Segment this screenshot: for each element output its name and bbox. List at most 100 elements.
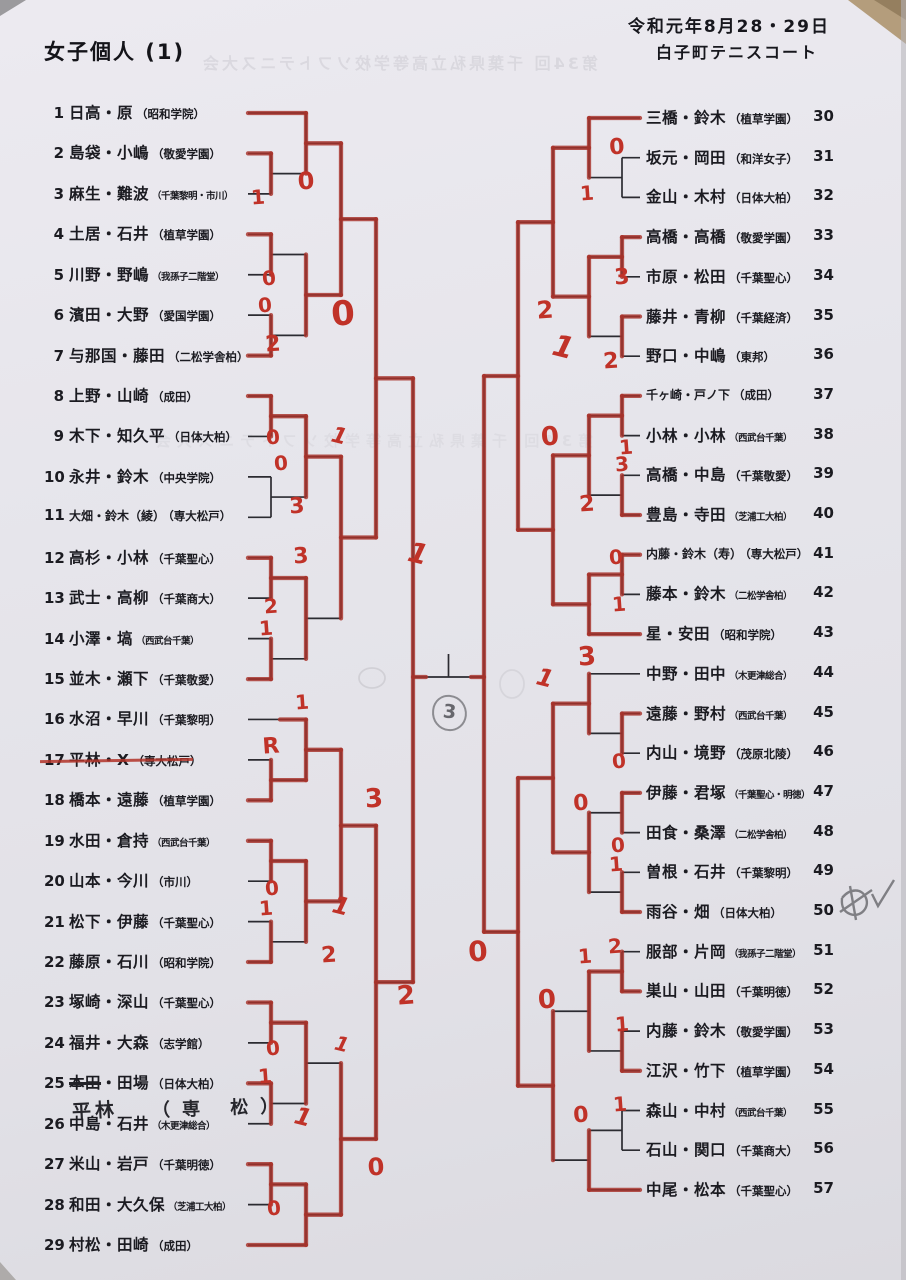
- bracket-entry: 江沢・竹下 （植草学園） 54: [646, 1059, 834, 1083]
- seed-number: 36: [813, 345, 834, 364]
- team-names: 星・安田: [646, 625, 711, 644]
- team-school: （敬愛学園）: [729, 231, 799, 246]
- seed-number: 25: [44, 1074, 65, 1093]
- bracket-entry: 24 福井・大森 （志学館）: [44, 1031, 210, 1055]
- team-names: 高橋・高橋: [646, 228, 727, 247]
- bracket-entry: 金山・木村 （日体大柏） 32: [646, 185, 834, 209]
- bracket-entry: 内山・境野 （茂原北陵） 46: [646, 741, 834, 765]
- seed-number: 43: [813, 623, 834, 642]
- seed-number: 14: [44, 629, 65, 648]
- pencil-oval-mark: [358, 667, 386, 689]
- bracket-entry: 19 水田・倉持 （西武台千葉）: [44, 829, 216, 853]
- team-school: （木更津総合）: [152, 1120, 216, 1132]
- score-annotation: 1: [548, 328, 578, 368]
- score-annotation: 0: [608, 134, 626, 161]
- team-names: 雨谷・畑: [646, 903, 711, 921]
- seed-number: 37: [813, 384, 834, 403]
- bracket-entry: 16 水沼・早川 （千葉黎明）: [44, 707, 221, 731]
- bracket-entry: 3 麻生・難波 （千葉黎明・市川）: [44, 182, 234, 206]
- seed-number: 55: [813, 1099, 834, 1118]
- score-annotation: 0: [608, 544, 624, 570]
- score-annotation: 0: [273, 450, 289, 476]
- team-names: 小澤・塙: [69, 629, 134, 648]
- team-names: 島袋・小嶋: [69, 144, 150, 163]
- score-annotation: 0: [467, 934, 489, 969]
- team-school: （茂原北陵）: [729, 747, 799, 762]
- bracket-entry: 7 与那国・藤田 （二松学舎柏）: [44, 344, 249, 368]
- team-school: （中央学院）: [152, 470, 222, 485]
- team-names: 市原・松田: [646, 267, 727, 286]
- team-school: （敬愛学園）: [729, 1025, 799, 1040]
- team-names: 巣山・山田: [646, 982, 727, 1001]
- team-names: 藤原・石川: [69, 953, 150, 972]
- score-annotation: 2: [535, 295, 555, 325]
- team-school: （昭和学院）: [136, 107, 206, 121]
- score-annotation: 1: [258, 615, 274, 641]
- bracket-entry: 藤本・鈴木 （二松学舎柏） 42: [646, 582, 834, 606]
- seed-number: 21: [44, 912, 65, 931]
- team-school: （千葉明徳）: [152, 1158, 222, 1173]
- team-names: 藤本・鈴木: [646, 585, 727, 604]
- team-school: （和洋女子）: [729, 151, 799, 166]
- bracket-entry: 服部・片岡 （我孫子二階堂） 51: [646, 940, 834, 964]
- bracket-entry: 10 永井・鈴木 （中央学院）: [44, 465, 221, 489]
- team-school: （芝浦工大柏）: [729, 512, 793, 523]
- bracket-entry: 26 中島・石井 （木更津総合）: [44, 1112, 216, 1136]
- score-annotation: 3: [576, 641, 598, 673]
- seed-number: 28: [44, 1195, 65, 1214]
- seed-number: 26: [44, 1114, 65, 1133]
- bracket-entry: 巣山・山田 （千葉明徳） 52: [646, 979, 834, 1003]
- score-annotation: 0: [265, 424, 281, 450]
- team-school: （西武台千葉）: [136, 635, 200, 647]
- bracket-entry: 4 土居・石井 （植草学園）: [44, 222, 221, 246]
- bracket-entry: 11 大畑・鈴木（綾） （専大松戸）: [44, 505, 231, 529]
- bracket-entry: 坂元・岡田 （和洋女子） 31: [646, 146, 834, 170]
- bracket-entry: 高橋・中島 （千葉敬愛） 39: [646, 463, 834, 487]
- team-names: 中島・石井: [69, 1114, 150, 1133]
- seed-number: 1: [53, 104, 64, 122]
- team-school: （西武台千葉）: [152, 837, 216, 849]
- seed-number: 7: [53, 346, 64, 365]
- seed-number: 18: [44, 791, 65, 810]
- page-title: 女子個人 (1): [44, 40, 186, 64]
- handwritten-replacement-team: 平林: [71, 1098, 119, 1124]
- seed-number: 16: [44, 710, 65, 729]
- team-school: （昭和学院）: [713, 628, 783, 643]
- team-school: （敬愛学園）: [152, 147, 222, 162]
- team-names: 濱田・大野: [69, 306, 150, 325]
- score-annotation: 2: [263, 593, 279, 619]
- bracket-entry: 28 和田・大久保 （芝浦工大柏）: [44, 1193, 232, 1217]
- bracket-entry: 森山・中村 （西武台千葉） 55: [646, 1099, 834, 1123]
- score-annotation: 0: [539, 421, 561, 453]
- team-school: （成田）: [152, 1239, 199, 1254]
- team-names: 千ヶ崎・戸ノ下: [646, 387, 731, 402]
- score-annotation: 0: [572, 1102, 590, 1129]
- team-names: 土居・石井: [69, 225, 150, 244]
- team-school: （千葉聖心）: [729, 1183, 799, 1198]
- bracket-entry: 14 小澤・塙 （西武台千葉）: [44, 627, 200, 651]
- seed-number: 24: [44, 1033, 65, 1052]
- team-names: 山本・今川: [69, 872, 150, 891]
- seed-number: 51: [813, 940, 834, 959]
- team-names: 塚崎・深山: [69, 993, 150, 1012]
- score-annotation: 0: [265, 1035, 281, 1061]
- bracket-entry: 23 塚崎・深山 （千葉聖心）: [44, 990, 221, 1014]
- seed-number: 20: [44, 872, 65, 891]
- seed-number: 42: [813, 583, 834, 602]
- bleedthrough-text: 第34回 千葉県私立高等学校ソフトテニス大会: [200, 54, 598, 73]
- bracket-entry: 12 高杉・小林 （千葉聖心）: [44, 546, 221, 570]
- seed-number: 22: [44, 953, 65, 972]
- pencil-scribble-icon: [839, 879, 896, 921]
- team-school: （千葉聖心・明徳）: [729, 789, 811, 801]
- seed-number: 19: [44, 831, 65, 850]
- team-names: 並木・瀬下: [69, 670, 150, 689]
- team-school: （日体大柏）: [729, 191, 799, 206]
- score-annotation: 0: [366, 1152, 386, 1182]
- team-names: 小林・小林: [646, 426, 727, 445]
- seed-number: 31: [813, 146, 834, 165]
- team-names: 木下・知久平: [69, 427, 166, 446]
- team-names: 江沢・竹下: [646, 1061, 727, 1080]
- team-names: 中尾・松本: [646, 1180, 727, 1199]
- team-school: （我孫子二階堂）: [152, 271, 225, 283]
- seed-number: 11: [44, 506, 65, 525]
